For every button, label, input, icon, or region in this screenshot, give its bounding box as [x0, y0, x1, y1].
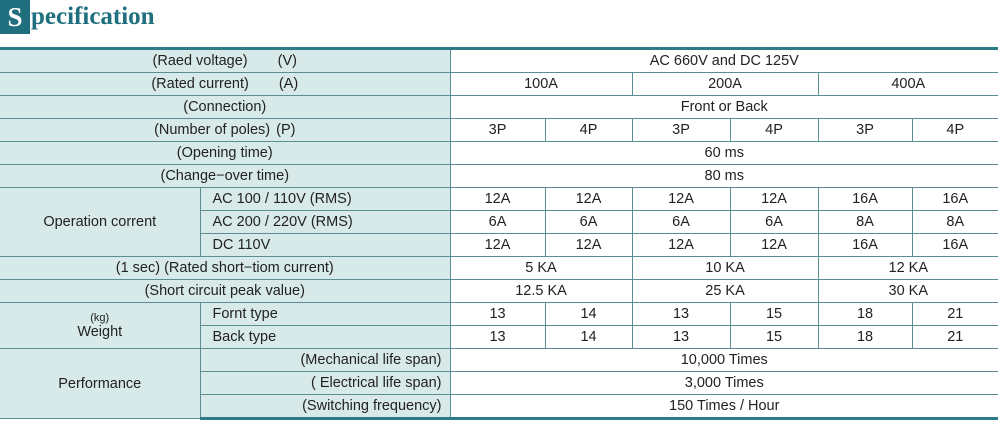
- row-short-time: (1 sec) (Rated short−tiom current) 5 KA …: [0, 256, 999, 280]
- row-connection: (Connection) Front or Back: [0, 95, 999, 119]
- section-heading: S pecification: [0, 0, 400, 34]
- poles-unit: (P): [276, 122, 296, 138]
- opening-time-value: 60 ms: [449, 141, 999, 165]
- poles-value: 4P: [911, 118, 999, 142]
- rated-voltage-unit: (V): [277, 53, 297, 69]
- row-operation-ac220: AC 200 / 220V (RMS) 6A 6A 6A 6A 8A 8A: [0, 210, 999, 234]
- operation-sub-label: AC 100 / 110V (RMS): [199, 187, 451, 211]
- performance-sub-label: ( Electrical life span): [200, 371, 451, 395]
- weight-label: Weight: [77, 323, 123, 340]
- performance-label: Performance: [0, 348, 201, 419]
- connection-value: Front or Back: [449, 95, 999, 119]
- poles-label: (Number of poles): [154, 122, 271, 138]
- connection-label: (Connection): [0, 95, 451, 119]
- operation-value: 12A: [631, 233, 731, 257]
- label-cell: (Number of poles) (P): [0, 118, 451, 142]
- operation-value: 12A: [631, 187, 731, 211]
- short-time-value: 5 KA: [449, 256, 633, 280]
- operation-value: 12A: [449, 233, 546, 257]
- heading-text: pecification: [31, 3, 155, 30]
- rated-voltage-value: AC 660V and DC 125V: [449, 47, 999, 73]
- operation-sub-label: AC 200 / 220V (RMS): [200, 210, 451, 234]
- row-rated-current: (Rated current) (A) 100A 200A 400A: [0, 72, 999, 96]
- operation-value: 12A: [544, 233, 633, 257]
- changeover-time-value: 80 ms: [449, 164, 999, 188]
- row-operation-dc110: DC 110V 12A 12A 12A 12A 16A 16A: [0, 233, 999, 257]
- short-time-value: 10 KA: [631, 256, 819, 280]
- row-performance-mechanical: Performance (Mechanical life span) 10,00…: [0, 348, 999, 419]
- row-rated-voltage: (Raed voltage) (V) AC 660V and DC 125V: [0, 47, 999, 73]
- row-poles: (Number of poles) (P) 3P 4P 3P 4P 3P 4P: [0, 118, 999, 142]
- label-cell: (Rated current) (A): [0, 72, 451, 96]
- rated-current-value: 100A: [449, 72, 633, 96]
- operation-value: 8A: [911, 210, 999, 234]
- label-cell: (Raed voltage) (V): [0, 47, 451, 73]
- operation-value: 12A: [544, 187, 633, 211]
- weight-value: 14: [544, 302, 633, 326]
- short-time-value: 12 KA: [817, 256, 999, 280]
- row-weight-back: Back type 13 14 13 15 18 21: [0, 325, 999, 349]
- weight-sub-label: Fornt type: [199, 302, 451, 326]
- row-performance-switching: (Switching frequency) 150 Times / Hour: [0, 394, 999, 420]
- poles-value: 3P: [817, 118, 913, 142]
- operation-value: 12A: [729, 233, 819, 257]
- performance-sub-label: (Mechanical life span): [199, 348, 451, 372]
- poles-value: 3P: [449, 118, 546, 142]
- short-peak-value: 30 KA: [817, 279, 999, 303]
- operation-sub-label: DC 110V: [200, 233, 451, 257]
- rated-current-unit: (A): [278, 76, 299, 92]
- row-opening-time: (Opening time) 60 ms: [0, 141, 999, 165]
- operation-value: 16A: [911, 187, 999, 211]
- weight-value: 13: [449, 302, 546, 326]
- row-operation-ac110: Operation corrent AC 100 / 110V (RMS) 12…: [0, 187, 999, 257]
- rated-voltage-label: (Raed voltage): [152, 53, 248, 69]
- weight-unit: (kg): [90, 311, 110, 324]
- operation-value: 12A: [449, 187, 546, 211]
- short-time-label: (1 sec) (Rated short−tiom current): [0, 256, 451, 280]
- weight-value: 13: [449, 325, 546, 349]
- short-peak-value: 12.5 KA: [449, 279, 633, 303]
- short-peak-label: (Short circuit peak value): [0, 279, 451, 303]
- rated-current-value: 400A: [817, 72, 999, 96]
- performance-value: 150 Times / Hour: [449, 394, 999, 420]
- performance-value: 3,000 Times: [449, 371, 999, 395]
- weight-value: 13: [631, 325, 731, 349]
- short-peak-value: 25 KA: [631, 279, 819, 303]
- weight-value: 21: [911, 325, 999, 349]
- poles-value: 4P: [729, 118, 819, 142]
- weight-value: 15: [729, 325, 819, 349]
- poles-value: 4P: [544, 118, 633, 142]
- weight-value: 18: [817, 325, 913, 349]
- operation-value: 6A: [729, 210, 819, 234]
- row-weight-front: (kg) Weight Fornt type 13 14 13 15 18 21: [0, 302, 999, 349]
- performance-sub-label: (Switching frequency): [200, 394, 451, 420]
- weight-sub-label: Back type: [200, 325, 451, 349]
- operation-value: 6A: [631, 210, 731, 234]
- heading-initial: S: [0, 0, 30, 34]
- specification-table: (Raed voltage) (V) AC 660V and DC 125V (R…: [0, 47, 999, 420]
- row-short-peak: (Short circuit peak value) 12.5 KA 25 KA…: [0, 279, 999, 303]
- operation-value: 16A: [817, 187, 913, 211]
- operation-current-label: Operation corrent: [0, 187, 201, 257]
- operation-value: 16A: [817, 233, 913, 257]
- weight-label-cell: (kg) Weight: [0, 302, 201, 349]
- row-changeover-time: (Change−over time) 80 ms: [0, 164, 999, 188]
- operation-value: 16A: [911, 233, 999, 257]
- performance-value: 10,000 Times: [449, 348, 999, 372]
- weight-value: 13: [631, 302, 731, 326]
- weight-value: 14: [544, 325, 633, 349]
- rated-current-value: 200A: [631, 72, 819, 96]
- changeover-time-label: (Change−over time): [0, 164, 451, 188]
- operation-value: 8A: [817, 210, 913, 234]
- opening-time-label: (Opening time): [0, 141, 451, 165]
- weight-value: 21: [911, 302, 999, 326]
- weight-value: 15: [729, 302, 819, 326]
- poles-value: 3P: [631, 118, 731, 142]
- weight-value: 18: [817, 302, 913, 326]
- rated-current-label: (Rated current): [151, 76, 249, 92]
- operation-value: 6A: [449, 210, 546, 234]
- operation-value: 6A: [544, 210, 633, 234]
- operation-value: 12A: [729, 187, 819, 211]
